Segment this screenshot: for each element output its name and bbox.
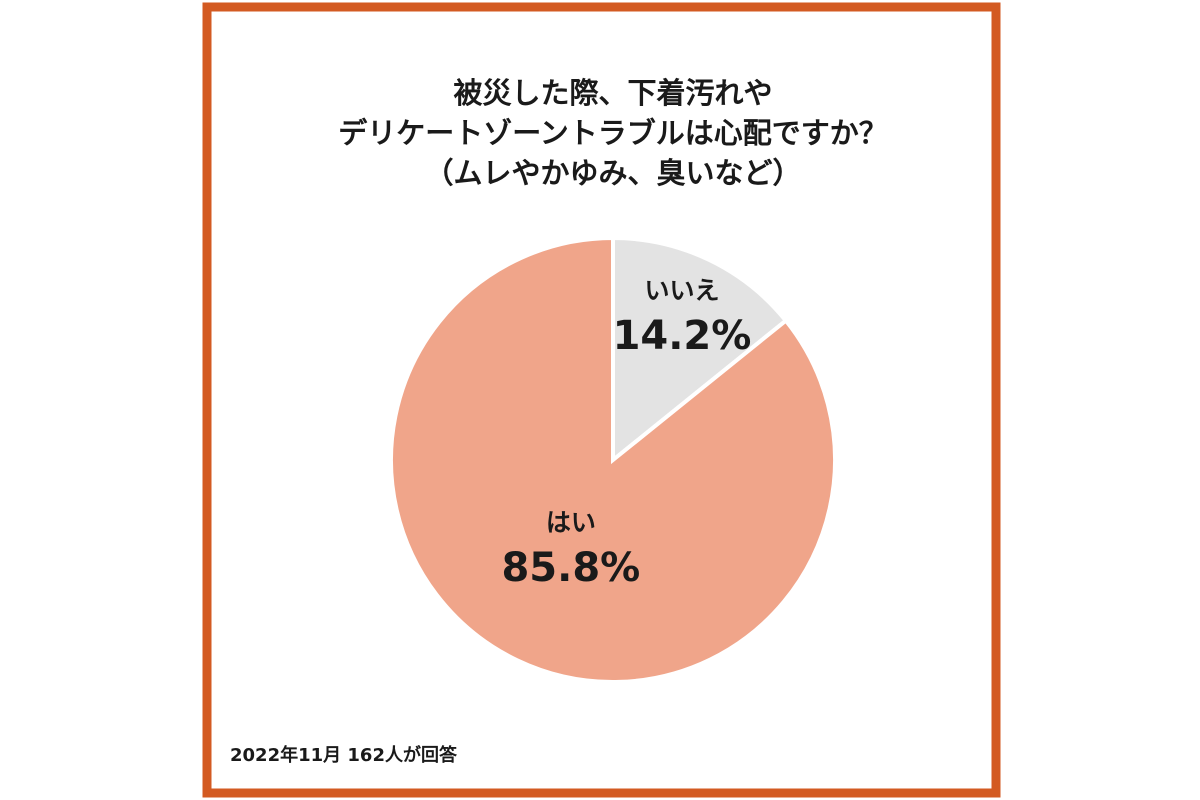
chart-title: 被災した際、下着汚れや [453,76,772,110]
chart-title: デリケートゾーントラブルは心配ですか？ [338,116,888,150]
chart-title: （ムレやかゆみ、臭いなど） [424,156,801,190]
slice-label: いいえ [644,276,719,305]
caption: 2022年11月 162人が回答 [230,744,458,766]
value-label: 85.8% [501,545,640,591]
slice-label: はい [546,508,596,537]
value-label: 14.2% [613,313,752,359]
pie-slice [389,235,837,684]
pie-slice [611,235,789,465]
